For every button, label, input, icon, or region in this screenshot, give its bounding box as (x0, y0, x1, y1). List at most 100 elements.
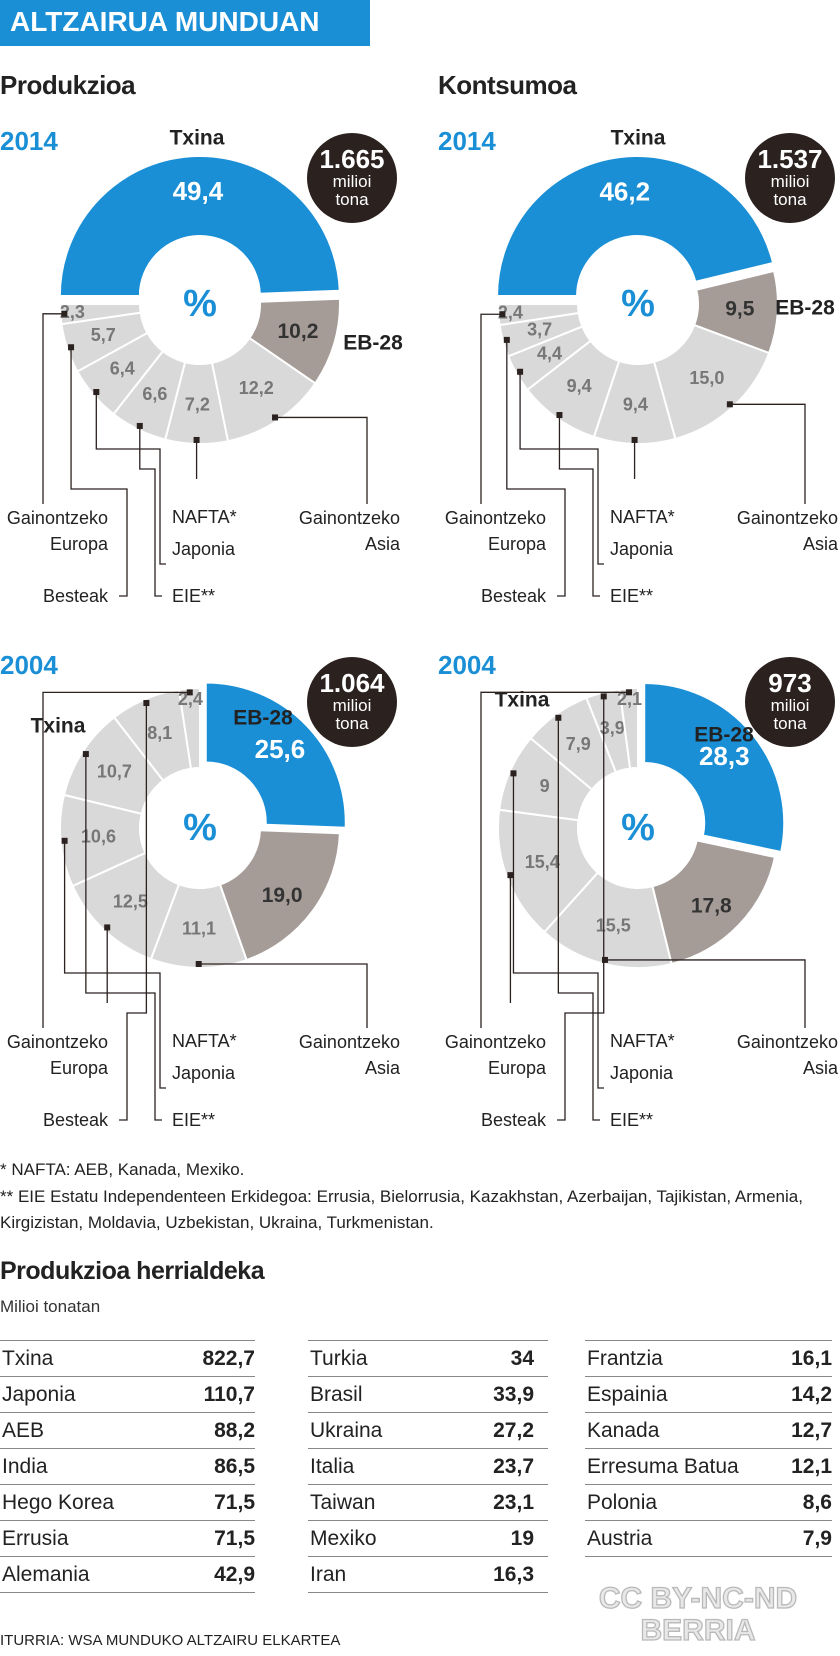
country-name: Italia (310, 1455, 355, 1478)
series-label-china: Txina (611, 127, 666, 150)
table-subtitle: Milioi tonatan (0, 1297, 101, 1316)
slice-value-label: 10,7 (97, 761, 132, 781)
country-name: Espainia (587, 1383, 668, 1406)
table-row: Erresuma Batua 12,1 (585, 1448, 832, 1484)
legend-label: NAFTA* (610, 1031, 675, 1051)
legend-label: Asia (365, 534, 401, 554)
country-name: Txina (2, 1347, 54, 1370)
slice-value-label: 2,3 (60, 302, 85, 322)
production-value: 33,9 (493, 1383, 534, 1406)
table-title: Produkzioa herrialdeka (0, 1257, 265, 1285)
leader-line (604, 959, 806, 1028)
slice-value-label: 2,4 (498, 302, 523, 322)
production-value: 27,2 (493, 1419, 534, 1442)
production-value: 42,9 (214, 1563, 255, 1586)
country-name: Turkia (310, 1347, 368, 1370)
slice-value-label: 49,4 (173, 176, 224, 206)
production-value: 23,7 (493, 1455, 534, 1478)
country-name: India (2, 1455, 48, 1478)
production-value: 23,1 (493, 1491, 534, 1514)
donut-slice (204, 681, 347, 829)
total-badge: 1.665 milioi tona (307, 133, 397, 223)
slice-value-label: 9,5 (725, 298, 755, 321)
country-name: Japonia (2, 1383, 76, 1406)
slice-value-label: 2,4 (178, 689, 203, 709)
year-label: 2004 (0, 650, 58, 680)
table-row: AEB 88,2 (0, 1412, 255, 1448)
year-label: 2014 (0, 126, 58, 156)
country-name: Ukraina (310, 1419, 383, 1442)
production-value: 12,7 (791, 1419, 832, 1442)
leader-line (729, 403, 806, 504)
header-banner: ALTZAIRUA MUNDUAN (0, 0, 370, 46)
table-row: Kanada 12,7 (585, 1412, 832, 1448)
country-name: AEB (2, 1419, 45, 1442)
series-label-eu: EB-28 (233, 707, 293, 730)
donut-slice (651, 839, 777, 966)
footnote-nafta: * NAFTA: AEB, Kanada, Mexiko. (0, 1160, 245, 1179)
legend-label: EIE** (172, 586, 215, 606)
legend-label: Gainontzeko (299, 508, 400, 528)
slice-value-label: 7,9 (566, 734, 591, 754)
table-row: Polonia 8,6 (585, 1484, 832, 1520)
legend-label: Besteak (481, 1110, 547, 1130)
total-unit: milioi (770, 696, 810, 715)
table-column: Txina 822,7 Japonia 110,7 AEB 88,2 India 86,… (0, 1340, 255, 1593)
slice-value-label: 28,3 (699, 741, 750, 771)
footnote-eie: ** EIE Estatu Independenteen Erkidegoa: … (0, 1187, 803, 1232)
legend-label: Europa (50, 534, 109, 554)
slice-value-label: 19,0 (262, 884, 303, 907)
slice-value-label: 12,5 (113, 891, 148, 911)
slice-value-label: 9 (540, 776, 550, 796)
slice-value-label: 7,2 (185, 395, 210, 415)
donut-slice (218, 829, 341, 962)
center-percent-label: % (621, 807, 655, 849)
series-label-eu: EB-28 (343, 332, 403, 355)
legend-label: Besteak (481, 586, 547, 606)
legend-label: Japonia (610, 539, 674, 559)
slice-value-label: 8,1 (147, 723, 172, 743)
center-percent-label: % (183, 283, 217, 325)
table-row: Alemania 42,9 (0, 1556, 255, 1593)
legend-label: NAFTA* (172, 1031, 237, 1051)
legend-label: Japonia (172, 1063, 236, 1083)
leader-line (275, 416, 368, 504)
series-label-china: Txina (170, 127, 225, 150)
leader-line (519, 371, 604, 565)
license-text: CC BY-NC-ND (598, 1582, 798, 1615)
table-row: India 86,5 (0, 1448, 255, 1484)
leader-line (119, 703, 148, 1121)
country-name: Mexiko (310, 1527, 377, 1550)
donut-slice (496, 155, 775, 298)
production-value: 34 (510, 1347, 534, 1370)
slice-value-label: 3,7 (527, 320, 552, 340)
production-value: 19 (510, 1527, 534, 1550)
country-name: Kanada (587, 1419, 660, 1442)
table-row: Txina 822,7 (0, 1340, 255, 1376)
legend-label: Japonia (610, 1063, 674, 1083)
year-label: 2014 (438, 126, 496, 156)
section-title-consumption: Kontsumoa (438, 70, 577, 100)
slice-value-label: 3,9 (600, 718, 625, 738)
total-unit: tona (335, 714, 369, 733)
donut-slice (177, 686, 201, 770)
slice-value-label: 2,1 (617, 689, 642, 709)
slice-value-label: 17,8 (691, 894, 732, 917)
legend-label: Gainontzeko (299, 1032, 400, 1052)
legend-label: Gainontzeko (7, 1032, 108, 1052)
table-row: Taiwan 23,1 (308, 1484, 548, 1520)
total-unit: milioi (770, 172, 810, 191)
country-name: Frantzia (587, 1347, 663, 1370)
slice-value-label: 11,1 (182, 919, 216, 939)
table-row: Austria 7,9 (585, 1520, 832, 1557)
leader-line (42, 313, 65, 504)
center-percent-label: % (183, 807, 217, 849)
production-value: 88,2 (214, 1419, 255, 1442)
production-value: 71,5 (214, 1491, 255, 1514)
total-badge: 1.064 milioi tona (307, 657, 397, 747)
table-row: Espainia 14,2 (585, 1376, 832, 1412)
total-unit: milioi (332, 696, 372, 715)
production-value: 86,5 (214, 1455, 255, 1478)
total-value: 1.665 (319, 144, 385, 174)
leader-line (557, 717, 600, 1121)
